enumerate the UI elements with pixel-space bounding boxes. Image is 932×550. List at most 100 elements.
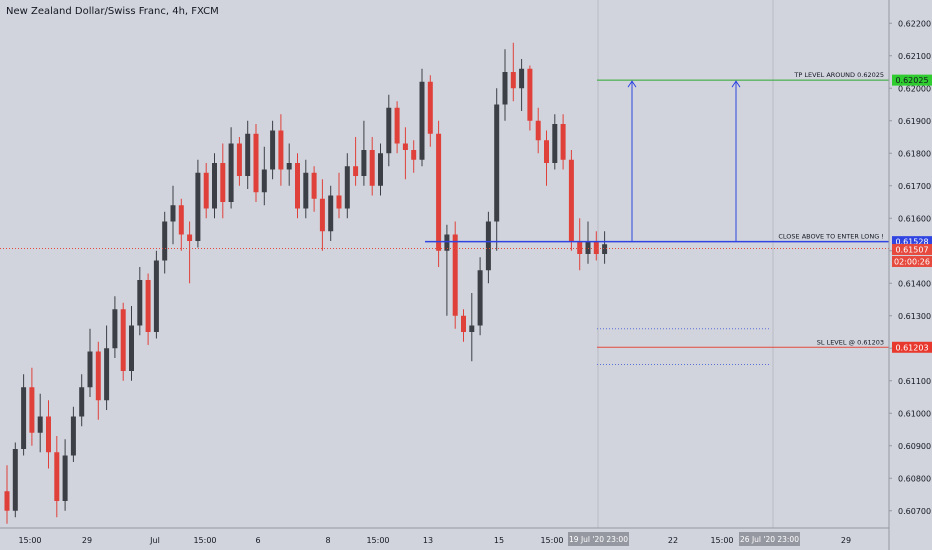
candle-body xyxy=(187,234,193,241)
candle xyxy=(261,146,267,206)
candle-body xyxy=(270,130,276,170)
candle xyxy=(311,166,317,212)
y-tick-label: 0.61900 xyxy=(898,117,931,126)
candle-body xyxy=(386,107,392,154)
candle xyxy=(502,49,508,121)
candle-body xyxy=(427,81,433,134)
candle xyxy=(178,198,184,251)
x-tick-label: 29 xyxy=(82,536,92,545)
candle xyxy=(79,374,85,427)
candle xyxy=(378,143,383,196)
candle xyxy=(212,153,217,219)
candle xyxy=(87,328,93,397)
candle-body xyxy=(353,166,359,176)
candles xyxy=(4,42,608,524)
x-tick-label: 22 xyxy=(668,536,678,545)
y-tick-label: 0.60700 xyxy=(898,507,931,516)
candle-body xyxy=(485,221,491,271)
candle xyxy=(361,120,367,186)
candle xyxy=(510,42,516,102)
candle-body xyxy=(552,124,558,163)
countdown-tag: 02:00:26 xyxy=(892,255,932,267)
candle-body xyxy=(178,205,184,235)
candle-body xyxy=(212,163,217,209)
candle-body xyxy=(568,159,574,241)
candle xyxy=(419,68,425,167)
candle-body xyxy=(195,172,201,241)
candle-body xyxy=(394,107,400,144)
candle xyxy=(228,127,234,209)
candle xyxy=(494,88,500,251)
candle xyxy=(4,465,10,524)
candle-body xyxy=(369,150,375,186)
candle xyxy=(568,150,574,251)
price-axis[interactable]: 0.60700 0.60800 0.60900 0.61000 0.61100 0.612… xyxy=(889,19,932,516)
x-highlight-2-text: 26 Jul '20 23:00 xyxy=(740,535,799,544)
candle-body xyxy=(461,315,466,332)
candle xyxy=(153,250,159,339)
candle xyxy=(270,120,276,180)
y-tick-label: 0.62200 xyxy=(898,19,931,28)
candle xyxy=(552,114,558,170)
candle xyxy=(21,374,27,456)
time-axis[interactable]: 15:00 29 Jul 15:00 6 8 15:00 13 15 15:00 22 15:00 29… xyxy=(0,527,889,546)
candle-body xyxy=(527,68,533,121)
candle xyxy=(394,101,400,154)
countdown-tag-text: 02:00:26 xyxy=(894,257,930,266)
candle xyxy=(145,273,151,345)
candle xyxy=(54,436,60,518)
candle xyxy=(37,393,43,453)
arrow-head-0 xyxy=(627,80,637,88)
candle xyxy=(560,114,566,170)
candle-body xyxy=(535,120,541,141)
candle xyxy=(162,211,168,274)
candle xyxy=(585,221,591,264)
current-price-tag-bg xyxy=(892,243,932,255)
candle xyxy=(170,185,176,245)
candle-body xyxy=(203,172,209,209)
arrow-head-1 xyxy=(731,80,741,88)
candle-body xyxy=(253,133,259,193)
x-tick-label: 15:00 xyxy=(193,536,216,545)
candle xyxy=(336,172,342,219)
target-arrows xyxy=(627,80,741,242)
candle xyxy=(452,221,458,329)
candle xyxy=(535,107,541,154)
candle-body xyxy=(444,234,450,251)
candle xyxy=(527,65,533,131)
candle xyxy=(469,293,475,362)
x-tick-label: Jul xyxy=(149,536,160,545)
candle-body xyxy=(311,172,317,199)
candle-body xyxy=(46,416,51,453)
candle-body xyxy=(378,153,383,186)
candle-body xyxy=(87,351,93,388)
candle-body xyxy=(12,449,18,511)
candle xyxy=(295,153,300,219)
candle xyxy=(386,94,392,167)
candle-body xyxy=(402,143,408,150)
candle xyxy=(369,137,375,196)
candle-body xyxy=(145,280,151,332)
candle-body xyxy=(585,241,591,254)
candle-body xyxy=(560,124,566,160)
candle-body xyxy=(120,309,126,371)
y-tick-label: 0.61600 xyxy=(898,214,931,223)
candle xyxy=(195,159,201,248)
candle-body xyxy=(54,452,60,501)
candle xyxy=(220,143,226,219)
candle xyxy=(286,143,292,186)
candle-body xyxy=(303,172,309,209)
candle xyxy=(593,231,599,261)
x-tick-label: 29 xyxy=(841,536,851,545)
candle xyxy=(411,140,417,173)
x-highlight-1-text: 19 Jul '20 23:00 xyxy=(569,535,628,544)
date-separators xyxy=(597,0,774,528)
candle-body xyxy=(344,166,350,209)
entry-price-tag-bg xyxy=(892,236,932,248)
candle-body xyxy=(328,195,334,232)
candle-body xyxy=(228,143,234,202)
x-tick-label: 15:00 xyxy=(710,536,733,545)
candle-body xyxy=(112,309,118,349)
horizontal-levels: TP LEVEL AROUND 0.62025 CLOSE ABOVE TO EN… xyxy=(0,71,889,365)
